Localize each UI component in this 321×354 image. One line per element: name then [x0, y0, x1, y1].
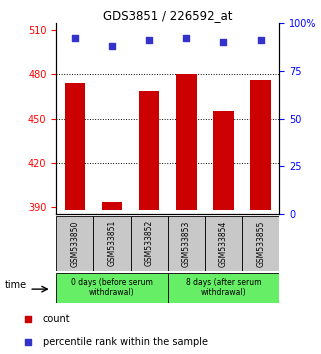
- Point: [109, 43, 115, 49]
- Bar: [242, 216, 279, 271]
- Point: [25, 340, 30, 346]
- Bar: [205, 216, 242, 271]
- Bar: [213, 111, 234, 210]
- Bar: [131, 216, 168, 271]
- Text: 0 days (before serum
withdrawal): 0 days (before serum withdrawal): [71, 278, 153, 297]
- Bar: [176, 74, 196, 210]
- Bar: [250, 80, 271, 210]
- Bar: [93, 216, 131, 271]
- Text: 8 days (after serum
withdrawal): 8 days (after serum withdrawal): [186, 278, 261, 297]
- Text: time: time: [4, 280, 27, 290]
- Bar: [56, 273, 168, 303]
- Point: [221, 39, 226, 45]
- Text: percentile rank within the sample: percentile rank within the sample: [43, 337, 208, 348]
- Text: GSM533852: GSM533852: [145, 220, 154, 267]
- Point: [184, 35, 189, 41]
- Bar: [65, 83, 85, 210]
- Text: GSM533854: GSM533854: [219, 220, 228, 267]
- Point: [25, 316, 30, 322]
- Bar: [139, 91, 159, 210]
- Bar: [56, 216, 93, 271]
- Text: GSM533850: GSM533850: [70, 220, 79, 267]
- Text: GSM533853: GSM533853: [182, 220, 191, 267]
- Text: count: count: [43, 314, 70, 325]
- Bar: [168, 216, 205, 271]
- Point: [72, 35, 77, 41]
- Point: [147, 38, 152, 43]
- Bar: [168, 273, 279, 303]
- Text: GSM533851: GSM533851: [108, 220, 117, 267]
- Title: GDS3851 / 226592_at: GDS3851 / 226592_at: [103, 9, 232, 22]
- Point: [258, 38, 263, 43]
- Bar: [102, 202, 122, 210]
- Text: GSM533855: GSM533855: [256, 220, 265, 267]
